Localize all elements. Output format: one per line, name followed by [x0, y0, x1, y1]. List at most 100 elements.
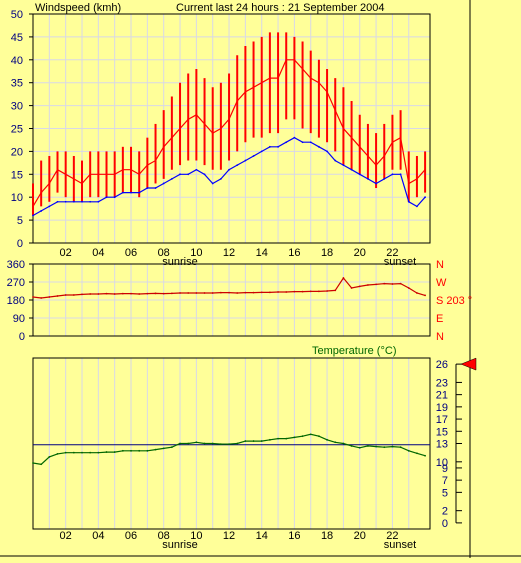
gust-series-line-point	[416, 177, 418, 180]
average-wind-series-line-point	[416, 205, 418, 208]
temperature-series-line-point	[219, 443, 222, 446]
gust-series-line-point	[244, 90, 247, 93]
temperature-series-line-point	[318, 435, 320, 438]
wind-y-tick-label: 0	[17, 238, 23, 250]
wind-y-tick-label: 5	[17, 215, 23, 227]
direction-series-line-point	[383, 282, 386, 285]
gust-series-line-point	[342, 127, 345, 130]
sunrise-label-temp: sunrise	[162, 539, 197, 551]
average-wind-series-line-point	[252, 155, 255, 157]
gust-series-line-point	[105, 173, 108, 176]
temp-x-tick-label: 16	[288, 530, 300, 542]
gust-series-line-point	[399, 136, 402, 139]
temp-y-tick-label: 7	[442, 475, 448, 487]
wind-x-tick-label: 06	[125, 247, 137, 259]
temp-x-tick-label: 14	[256, 530, 268, 542]
average-wind-series-line-point	[309, 141, 312, 144]
average-wind-series-line-point	[113, 196, 116, 199]
average-wind-series-line-point	[211, 182, 214, 185]
wind-y-tick-label: 15	[11, 169, 23, 181]
temperature-series-line-point	[375, 445, 377, 448]
temp-y-tick-label: 5	[442, 487, 448, 499]
direction-series-line-point	[32, 296, 34, 298]
gust-series-line-point	[97, 173, 100, 176]
direction-series-line-point	[228, 291, 230, 294]
gust-series-line-point	[81, 182, 83, 185]
temp-x-tick-label: 18	[321, 530, 333, 542]
temperature-series-line-point	[236, 442, 239, 445]
gust-series-line-point	[285, 58, 288, 61]
temp-y-tick-label: 10	[436, 457, 448, 469]
direction-series-line-point	[130, 292, 132, 295]
gust-series-line-point	[236, 100, 239, 102]
temperature-series-line-point	[162, 447, 165, 450]
windspeed-panel: 0 5 10 15 20 25 30 35 40 45 50 02 04 06 08 10 12 14 16 18 20…	[11, 9, 431, 259]
sunset-label-temp: sunset	[384, 539, 416, 551]
direction-series-line-point	[326, 290, 328, 292]
gust-series-line-point	[121, 168, 124, 171]
temp-x-tick-label: 12	[223, 530, 235, 542]
temperature-series-line-point	[40, 463, 43, 466]
temperature-series-line-point	[48, 456, 51, 458]
gust-series-line-point	[56, 168, 59, 171]
dir-y-tick-label: 0	[19, 331, 25, 343]
gust-series-line-point	[48, 182, 51, 185]
temperature-series-line-point	[391, 445, 394, 448]
average-wind-series-line-point	[105, 196, 108, 199]
average-wind-series-line-point	[32, 214, 34, 217]
gust-series-line-point	[154, 159, 157, 162]
direction-series-line-point	[48, 296, 51, 298]
temperature-series-line-point	[399, 446, 402, 449]
temp-frame	[32, 357, 431, 530]
gust-series-line-point	[113, 173, 116, 176]
temperature-series-line-point	[195, 441, 198, 444]
wind-y-tick-label: 40	[11, 55, 23, 67]
chart-subtitle: Current last 24 hours : 21 September 200…	[176, 2, 385, 14]
temp-y-tick-label: 21	[436, 390, 448, 402]
wind-x-tick-label: 20	[354, 247, 366, 259]
gust-series-line-point	[219, 127, 222, 130]
temperature-series-line-point	[342, 442, 345, 445]
average-wind-series-line-point	[56, 200, 59, 203]
temperature-series-line-point	[113, 451, 116, 453]
gust-series-line-point	[309, 77, 312, 80]
average-wind-series-line-point	[97, 200, 100, 203]
gust-series-line-point	[179, 127, 181, 130]
average-wind-series-line-point	[350, 168, 353, 171]
average-wind-series-line-point	[367, 177, 369, 180]
temp-y-tick-label: 15	[436, 426, 448, 438]
gust-series-line-point	[138, 173, 141, 176]
temp-y-tick-label: 2	[442, 506, 448, 518]
direction-series-line-point	[407, 287, 410, 289]
wind-y-tick-label: 20	[11, 146, 23, 158]
windspeed-title: Windspeed (kmh)	[35, 2, 121, 14]
temperature-series-line-point	[32, 462, 34, 464]
temperature-series-line-point	[228, 443, 230, 446]
direction-series-line-point	[195, 292, 198, 294]
temp-x-tick-label: 08	[158, 530, 170, 542]
temp-y-tick-label: 26	[436, 359, 448, 371]
direction-series-line-point	[236, 292, 239, 294]
direction-series-line-point	[170, 292, 173, 295]
wind-y-tick-label: 10	[11, 192, 23, 204]
average-wind-series-line-point	[277, 145, 279, 148]
direction-series-line-point	[318, 290, 320, 293]
average-wind-series-line-point	[81, 200, 83, 203]
direction-series-line-point	[367, 284, 369, 286]
sunrise-label-wind: sunrise	[162, 256, 197, 268]
dir-compass-label: E	[436, 313, 443, 325]
direction-series-line-point	[350, 287, 353, 289]
dir-current-label: S 203 °	[436, 295, 472, 307]
temperature-series-line-point	[301, 435, 304, 438]
average-wind-series-line-point	[195, 168, 198, 171]
average-wind-series-line-point	[358, 173, 361, 176]
gust-series-line-point	[391, 141, 394, 144]
temperature-series-line-point	[358, 446, 361, 449]
gust-series-line-point	[367, 155, 369, 157]
wind-x-tick-label: 18	[321, 247, 333, 259]
temp-x-tick-label: 20	[354, 530, 366, 542]
average-wind-series-line-point	[89, 200, 92, 203]
average-wind-series-line-point	[334, 159, 337, 162]
gust-series-line-point	[277, 77, 279, 80]
